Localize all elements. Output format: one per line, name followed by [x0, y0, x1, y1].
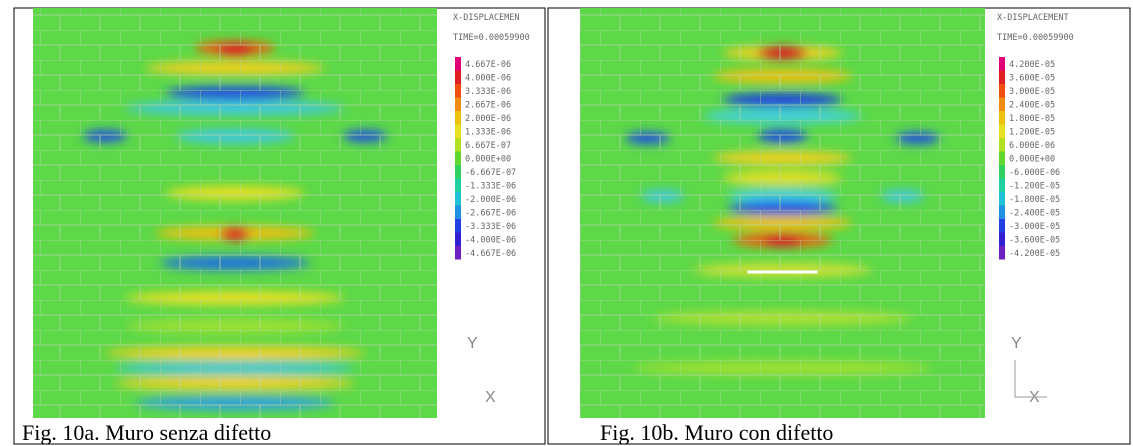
- legend-label: 6.667E-07: [465, 141, 511, 151]
- brick-pattern: [33, 8, 437, 418]
- legend-label: -1.200E-05: [1009, 182, 1060, 192]
- contour-plot: [33, 8, 437, 418]
- legend-label: 1.800E-05: [1009, 114, 1055, 124]
- legend-swatch: [999, 219, 1005, 233]
- legend-label: 3.333E-06: [465, 87, 511, 97]
- legend-swatch: [999, 84, 1005, 98]
- time-label: TIME=0.00059900: [453, 33, 530, 43]
- legend-swatch: [455, 138, 461, 152]
- legend-label: -6.667E-07: [465, 168, 516, 178]
- legend-swatch: [455, 111, 461, 125]
- legend-swatch: [999, 138, 1005, 152]
- legend-swatch: [455, 192, 461, 206]
- legend-label: 4.000E-06: [465, 74, 511, 84]
- legend-label: 1.333E-06: [465, 128, 511, 138]
- legend-label: 2.000E-06: [465, 114, 511, 124]
- axis-label-x: X: [485, 389, 496, 406]
- legend-label: 1.200E-05: [1009, 128, 1055, 138]
- legend-swatch: [999, 165, 1005, 179]
- legend-swatch: [999, 246, 1005, 260]
- caption: Fig. 10b. Muro con difetto: [600, 420, 833, 445]
- legend-swatch: [455, 205, 461, 219]
- legend-swatch: [999, 70, 1005, 84]
- legend-swatch: [455, 232, 461, 246]
- legend-swatch: [999, 124, 1005, 138]
- axis-label-y: Y: [1011, 335, 1022, 352]
- legend-label: -2.400E-05: [1009, 209, 1060, 219]
- legend-label: -4.667E-06: [465, 249, 516, 259]
- legend-label: -3.333E-06: [465, 222, 516, 232]
- contour-plot: [580, 8, 985, 418]
- legend-swatch: [999, 151, 1005, 165]
- legend-label: 0.000E+00: [1009, 155, 1055, 165]
- axis-label-y: Y: [467, 335, 478, 352]
- legend-swatch: [455, 57, 461, 71]
- time-label: TIME=0.00059900: [997, 33, 1074, 43]
- legend-swatch: [455, 178, 461, 192]
- legend-label: -2.000E-06: [465, 195, 516, 205]
- result-title: X-DISPLACEMEN: [453, 13, 520, 23]
- legend-swatch: [999, 111, 1005, 125]
- legend-swatch: [999, 205, 1005, 219]
- legend-swatch: [455, 124, 461, 138]
- legend-label: -2.667E-06: [465, 209, 516, 219]
- legend-label: -4.000E-06: [465, 236, 516, 246]
- result-title: X-DISPLACEMENT: [997, 13, 1069, 23]
- legend-swatch: [455, 219, 461, 233]
- legend-swatch: [455, 84, 461, 98]
- legend-label: 3.600E-05: [1009, 74, 1055, 84]
- caption: Fig. 10a. Muro senza difetto: [22, 420, 271, 445]
- legend-swatch: [999, 192, 1005, 206]
- brick-pattern: [580, 8, 985, 418]
- legend-label: -1.800E-05: [1009, 195, 1060, 205]
- legend-label: 6.000E-06: [1009, 141, 1055, 151]
- legend-label: 3.000E-05: [1009, 87, 1055, 97]
- legend-swatch: [455, 97, 461, 111]
- axis-triad: [1014, 360, 1047, 398]
- legend-label: -1.333E-06: [465, 182, 516, 192]
- legend-label: -6.000E-06: [1009, 168, 1060, 178]
- legend-label: 4.667E-06: [465, 60, 511, 70]
- legend-label: -3.600E-05: [1009, 236, 1060, 246]
- legend-swatch: [455, 165, 461, 179]
- legend-swatch: [455, 246, 461, 260]
- legend-swatch: [455, 70, 461, 84]
- legend-label: -3.000E-05: [1009, 222, 1060, 232]
- legend-swatch: [999, 97, 1005, 111]
- legend-swatch: [999, 57, 1005, 71]
- legend-label: 4.200E-05: [1009, 60, 1055, 70]
- legend-swatch: [999, 232, 1005, 246]
- legend-swatch: [999, 178, 1005, 192]
- legend-label: 2.667E-06: [465, 101, 511, 111]
- legend-label: 2.400E-05: [1009, 101, 1055, 111]
- legend-label: 0.000E+00: [465, 155, 511, 165]
- legend-label: -4.200E-05: [1009, 249, 1060, 259]
- legend-swatch: [455, 151, 461, 165]
